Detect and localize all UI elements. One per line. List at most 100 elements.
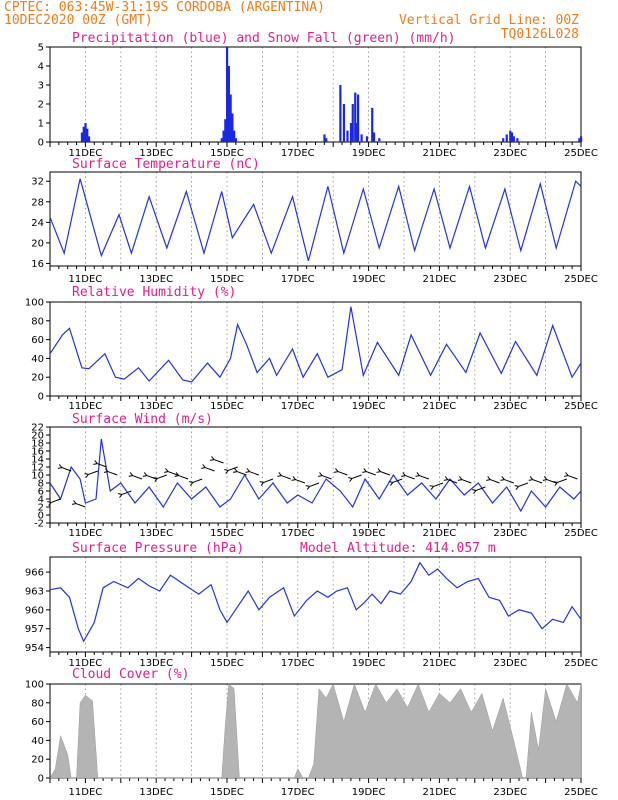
wind-arrow — [443, 476, 458, 484]
y-tick-label: 5 — [38, 43, 44, 54]
precip-bar — [580, 136, 583, 142]
wind-arrow — [47, 498, 61, 506]
y-tick-label: 60 — [31, 717, 44, 728]
y-tick-label: 966 — [25, 568, 44, 579]
precip-bar — [234, 138, 238, 142]
snow-bar — [378, 141, 381, 143]
wind-arrow — [201, 464, 215, 472]
wind-arrow — [401, 472, 415, 480]
precip-bar — [372, 132, 376, 142]
precip-bar — [346, 130, 349, 142]
wind-arrow — [233, 468, 247, 476]
x-tick-label: 23DEC — [493, 658, 527, 669]
precip-bar — [224, 119, 227, 142]
precip-bar — [231, 113, 234, 142]
y-tick-label: 6 — [38, 487, 44, 498]
x-tick-label: 21DEC — [423, 658, 457, 669]
y-tick-label: 0 — [38, 392, 44, 403]
y-tick-label: 100 — [25, 680, 44, 691]
x-tick-label: 15DEC — [210, 658, 244, 669]
wind-arrow — [472, 486, 486, 494]
precip-bar — [82, 126, 85, 142]
wind-arrow — [318, 472, 332, 480]
y-tick-label: 22 — [31, 423, 44, 434]
x-tick-label: 19DEC — [352, 274, 386, 285]
y-tick-label: 18 — [31, 439, 44, 450]
y-tick-label: 40 — [31, 736, 44, 747]
x-tick-label: 17DEC — [281, 658, 315, 669]
panel-humidity: Relative Humidity (%) 0 20 40 60 80 100 11DEC 13… — [25, 285, 598, 412]
wind-arrow — [164, 468, 178, 476]
wind-arrow — [362, 468, 376, 476]
precip-bar — [371, 107, 374, 142]
snow-bar — [544, 141, 547, 143]
wind-arrow — [500, 476, 514, 484]
precip-bar — [323, 134, 326, 142]
x-tick-label: 21DEC — [423, 528, 457, 539]
y-tick-label: 0 — [38, 138, 44, 149]
precip-bar — [365, 136, 369, 142]
x-tick-label: 19DEC — [352, 401, 386, 412]
precip-bar — [502, 138, 505, 142]
x-tick-label: 11DEC — [69, 787, 103, 798]
precip-bar — [86, 128, 89, 142]
precip-bar — [87, 136, 91, 142]
x-tick-label: 23DEC — [493, 274, 527, 285]
y-tick-label: 4 — [38, 495, 44, 506]
wind-arrow — [277, 472, 291, 480]
y-tick-label: 60 — [31, 335, 44, 346]
wind-arrow — [514, 482, 529, 490]
panel-pressure: Surface Pressure (hPa) Model Altitude: 41… — [25, 541, 598, 669]
y-tick-label: 80 — [31, 316, 44, 327]
wind-arrow — [142, 472, 157, 480]
precip-bar — [339, 85, 342, 142]
wind-arrow — [128, 472, 143, 480]
precip-bar — [360, 134, 363, 142]
wind-arrow — [457, 476, 472, 484]
precip-bar — [378, 138, 381, 142]
y-tick-label: 3 — [38, 81, 44, 92]
x-tick-label: 13DEC — [139, 148, 173, 159]
x-tick-label: 17DEC — [281, 148, 315, 159]
y-tick-label: 963 — [25, 586, 44, 597]
precip-bar — [229, 94, 232, 142]
wind-arrow — [245, 468, 260, 476]
x-tick-label: 13DEC — [139, 274, 173, 285]
model-id: TQ0126L028 — [501, 27, 579, 42]
precip-bar — [510, 132, 514, 142]
x-tick-label: 13DEC — [139, 658, 173, 669]
x-tick-label: 25DEC — [564, 528, 598, 539]
y-tick-label: 8 — [38, 479, 44, 490]
x-tick-label: 23DEC — [493, 787, 527, 798]
precip-bar — [354, 92, 357, 142]
panel-title: Precipitation (blue) and Snow Fall (gree… — [72, 31, 456, 46]
precip-bar — [349, 123, 353, 142]
precip-bar — [356, 94, 360, 142]
y-tick-label: 0 — [38, 774, 44, 785]
y-tick-label: 20 — [31, 373, 44, 384]
x-tick-label: 17DEC — [281, 274, 315, 285]
y-tick-label: 80 — [31, 698, 44, 709]
x-tick-label: 21DEC — [423, 274, 457, 285]
x-tick-label: 25DEC — [564, 401, 598, 412]
wind-arrow — [305, 482, 320, 490]
y-tick-label: 12 — [31, 463, 44, 474]
wind-arrow — [224, 466, 238, 474]
x-tick-label: 15DEC — [210, 148, 244, 159]
precip-bar — [578, 138, 581, 142]
y-tick-label: 24 — [31, 218, 44, 229]
y-tick-label: -2 — [34, 519, 44, 530]
x-tick-label: 25DEC — [564, 787, 598, 798]
y-tick-label: 960 — [25, 605, 44, 616]
x-tick-label: 15DEC — [210, 274, 244, 285]
x-tick-label: 15DEC — [210, 528, 244, 539]
x-tick-label: 23DEC — [493, 528, 527, 539]
wind-arrow — [259, 478, 274, 486]
precip-bar — [233, 130, 236, 142]
x-tick-label: 21DEC — [423, 401, 457, 412]
y-tick-label: 100 — [25, 298, 44, 309]
x-tick-label: 17DEC — [281, 401, 315, 412]
y-tick-label: 32 — [31, 177, 44, 188]
x-tick-label: 23DEC — [493, 148, 527, 159]
wind-arrow — [415, 472, 429, 480]
